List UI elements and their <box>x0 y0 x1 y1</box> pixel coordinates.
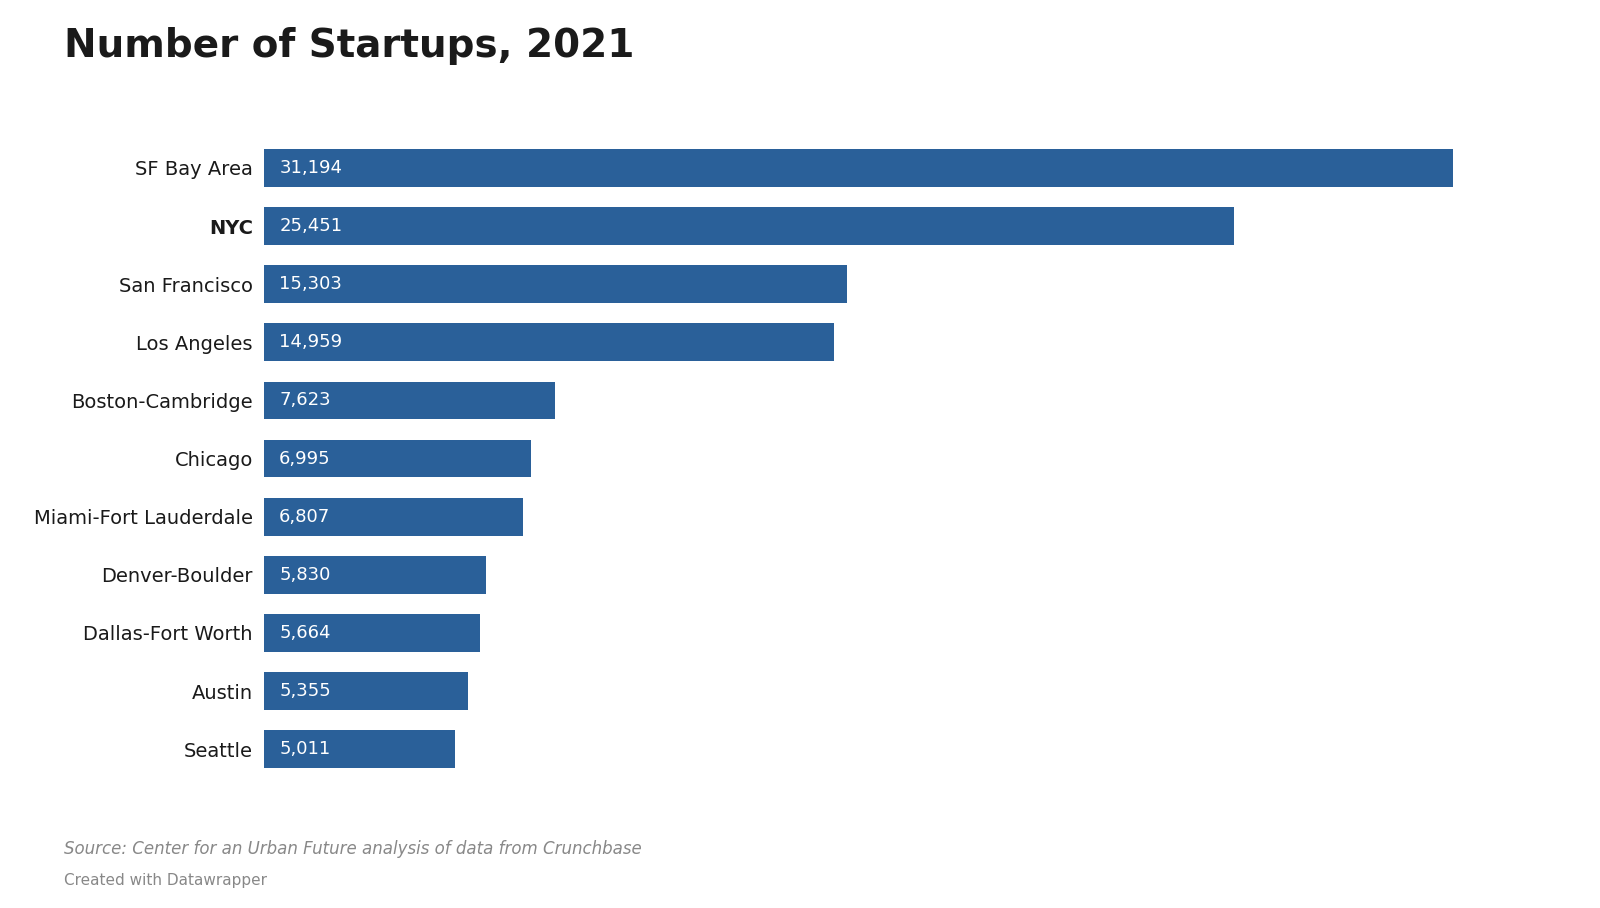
Text: 15,303: 15,303 <box>280 275 342 293</box>
Bar <box>264 614 480 652</box>
Bar <box>264 672 469 710</box>
Text: 5,011: 5,011 <box>280 740 331 758</box>
Bar <box>264 556 486 594</box>
Bar <box>264 439 531 478</box>
Text: Created with Datawrapper: Created with Datawrapper <box>64 873 267 888</box>
Bar <box>264 265 848 303</box>
Text: 5,355: 5,355 <box>280 682 331 700</box>
Text: 31,194: 31,194 <box>280 159 342 177</box>
Bar <box>264 323 834 361</box>
Text: 5,664: 5,664 <box>280 624 331 642</box>
Text: 5,830: 5,830 <box>280 566 331 584</box>
Bar <box>264 149 1453 187</box>
Text: 7,623: 7,623 <box>280 391 331 410</box>
Text: 6,995: 6,995 <box>280 449 331 468</box>
Text: 25,451: 25,451 <box>280 217 342 235</box>
Bar <box>264 381 555 419</box>
Bar <box>264 207 1234 245</box>
Text: Number of Startups, 2021: Number of Startups, 2021 <box>64 27 634 65</box>
Text: 14,959: 14,959 <box>280 333 342 351</box>
Bar <box>264 730 454 768</box>
Bar <box>264 498 523 536</box>
Text: Source: Center for an Urban Future analysis of data from Crunchbase: Source: Center for an Urban Future analy… <box>64 840 642 858</box>
Text: 6,807: 6,807 <box>280 508 331 526</box>
